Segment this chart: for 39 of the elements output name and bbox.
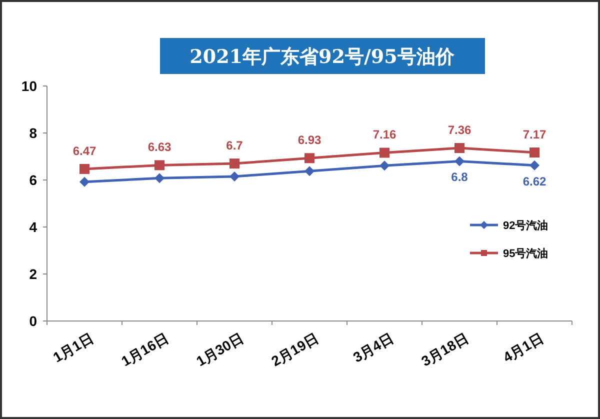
point bbox=[230, 158, 240, 169]
point bbox=[154, 160, 164, 170]
data-label: 6.93 bbox=[298, 133, 322, 148]
x-tick-label: 4月1日 bbox=[500, 330, 546, 366]
point bbox=[380, 148, 390, 158]
y-tick-label: 6 bbox=[29, 172, 38, 188]
point bbox=[304, 153, 314, 164]
y-tick-label: 0 bbox=[29, 313, 38, 329]
point bbox=[304, 166, 314, 176]
data-label: 6.62 bbox=[522, 174, 546, 188]
x-tick-label: 1月16日 bbox=[118, 330, 171, 370]
x-tick-label: 3月4日 bbox=[350, 330, 396, 366]
legend-label: 92号汽油 bbox=[503, 219, 548, 232]
point bbox=[80, 164, 90, 174]
data-label: 7.17 bbox=[522, 128, 546, 142]
y-tick-label: 2 bbox=[29, 266, 38, 282]
data-label: 7.16 bbox=[372, 128, 396, 142]
point bbox=[454, 143, 464, 154]
data-label: 6.63 bbox=[148, 140, 172, 154]
point bbox=[230, 171, 240, 182]
data-label: 6.47 bbox=[72, 144, 96, 158]
y-tick-label: 10 bbox=[21, 78, 38, 94]
point bbox=[454, 156, 464, 166]
data-label: 6.8 bbox=[451, 170, 468, 184]
y-tick-label: 4 bbox=[29, 219, 38, 235]
data-label: 7.36 bbox=[448, 123, 472, 138]
legend-label: 95号汽油 bbox=[503, 247, 548, 260]
x-tick-label: 1月1日 bbox=[50, 330, 96, 366]
y-tick-label: 8 bbox=[29, 125, 38, 141]
point bbox=[154, 173, 164, 184]
chart-title: 2021年广东省92号/95号油价 bbox=[190, 46, 456, 68]
point bbox=[80, 176, 90, 187]
x-tick-label: 1月30日 bbox=[194, 330, 246, 370]
x-tick-label: 3月18日 bbox=[418, 330, 471, 370]
point bbox=[530, 160, 540, 170]
x-tick-label: 2月19日 bbox=[268, 330, 321, 370]
point bbox=[380, 160, 390, 171]
point bbox=[530, 148, 540, 158]
data-label: 6.7 bbox=[226, 138, 244, 153]
